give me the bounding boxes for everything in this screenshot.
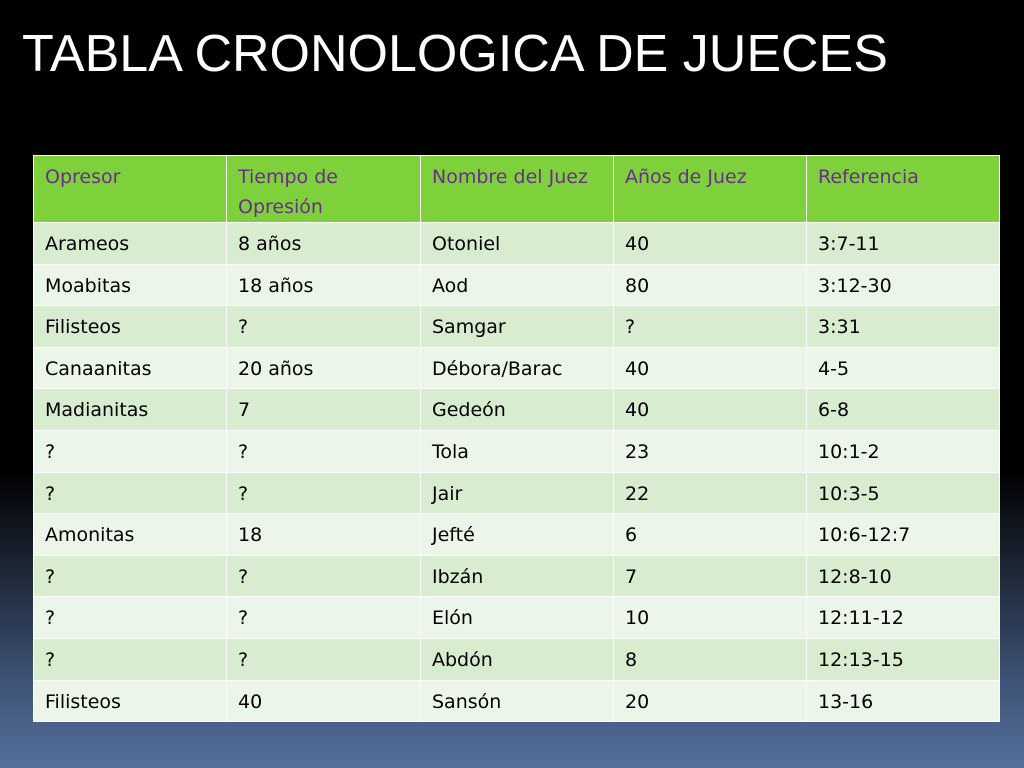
anos-cell: 7 — [613, 554, 807, 598]
anos-cell: 40 — [613, 222, 807, 265]
table-row: Arameos 8 años Otoniel 40 3:7-11 — [33, 222, 1000, 265]
table-row: ?? Ibzán 7 12:8-10 — [33, 554, 1000, 598]
juez-cell: Jair — [420, 471, 614, 515]
table-body: Arameos 8 años Otoniel 40 3:7-11 Moabitas 18 a… — [33, 222, 1000, 723]
opresor-cell: Filisteos — [33, 679, 227, 723]
referencia-cell: 12:13-15 — [806, 637, 1000, 681]
opresor-cell: Madianitas — [33, 388, 227, 431]
referencia-cell: 10:1-2 — [806, 429, 1000, 473]
table-row: ?? Elón 10 12:11-12 — [33, 596, 1000, 639]
table-row: Canaanitas 20 años Débora/Barac 40 4-5 — [33, 346, 1000, 390]
opresor-cell: Moabitas — [33, 263, 227, 307]
opresor-cell: Amonitas — [33, 513, 227, 556]
header-tiempo-de-opresion: Tiempo de Opresión — [226, 155, 421, 223]
anos-cell: 40 — [613, 346, 807, 390]
table-row: Filisteos 40 Sansón 20 13-16 — [33, 679, 1000, 723]
juez-cell: Abdón — [420, 637, 614, 681]
referencia-cell: 6-8 — [806, 388, 1000, 431]
tiempo-cell: 20 años — [226, 346, 421, 390]
table-row: Moabitas 18 años Aod 80 3:12-30 — [33, 263, 1000, 307]
referencia-cell: 4-5 — [806, 346, 1000, 390]
referencia-cell: 10:6-12:7 — [806, 513, 1000, 556]
opresor-cell: ? — [33, 596, 227, 639]
tiempo-cell: 18 — [226, 513, 421, 556]
judges-table: Opresor Tiempo de Opresión Nombre del Ju… — [33, 155, 1000, 723]
tiempo-cell: 7 — [226, 388, 421, 431]
referencia-cell: 10:3-5 — [806, 471, 1000, 515]
juez-cell: Tola — [420, 429, 614, 473]
juez-cell: Samgar — [420, 305, 614, 348]
opresor-cell: ? — [33, 637, 227, 681]
referencia-cell: 3:31 — [806, 305, 1000, 348]
tiempo-cell: ? — [226, 471, 421, 515]
header-anos-de-juez: Años de Juez — [613, 155, 807, 223]
tiempo-cell: ? — [226, 554, 421, 598]
tiempo-cell: ? — [226, 596, 421, 639]
anos-cell: 23 — [613, 429, 807, 473]
slide-title: TABLA CRONOLOGICA DE JUECES — [22, 25, 888, 83]
anos-cell: 22 — [613, 471, 807, 515]
referencia-cell: 13-16 — [806, 679, 1000, 723]
anos-cell: 40 — [613, 388, 807, 431]
header-row: Opresor Tiempo de Opresión Nombre del Ju… — [33, 155, 1000, 223]
anos-cell: 6 — [613, 513, 807, 556]
opresor-cell: Canaanitas — [33, 346, 227, 390]
juez-cell: Otoniel — [420, 222, 614, 265]
anos-cell: 20 — [613, 679, 807, 723]
tiempo-cell: ? — [226, 637, 421, 681]
anos-cell: 10 — [613, 596, 807, 639]
header-referencia: Referencia — [806, 155, 1000, 223]
table-header: Opresor Tiempo de Opresión Nombre del Ju… — [33, 155, 1000, 223]
header-opresor: Opresor — [33, 155, 227, 223]
opresor-cell: ? — [33, 554, 227, 598]
header-nombre-del-juez: Nombre del Juez — [420, 155, 614, 223]
table-row: ?? Jair 22 10:3-5 — [33, 471, 1000, 515]
table-row: Amonitas 18 Jefté 6 10:6-12:7 — [33, 513, 1000, 556]
juez-cell: Aod — [420, 263, 614, 307]
opresor-cell: Filisteos — [33, 305, 227, 348]
anos-cell: ? — [613, 305, 807, 348]
table-row: ?? Abdón 8 12:13-15 — [33, 637, 1000, 681]
opresor-cell: Arameos — [33, 222, 227, 265]
table-row: Madianitas 7 Gedeón 40 6-8 — [33, 388, 1000, 431]
juez-cell: Elón — [420, 596, 614, 639]
tiempo-cell: ? — [226, 305, 421, 348]
opresor-cell: ? — [33, 471, 227, 515]
table-row: Filisteos? Samgar? 3:31 — [33, 305, 1000, 348]
opresor-cell: ? — [33, 429, 227, 473]
tiempo-cell: 8 años — [226, 222, 421, 265]
referencia-cell: 3:12-30 — [806, 263, 1000, 307]
anos-cell: 8 — [613, 637, 807, 681]
juez-cell: Débora/Barac — [420, 346, 614, 390]
table-row: ?? Tola 23 10:1-2 — [33, 429, 1000, 473]
tiempo-cell: 18 años — [226, 263, 421, 307]
anos-cell: 80 — [613, 263, 807, 307]
tiempo-cell: ? — [226, 429, 421, 473]
referencia-cell: 12:8-10 — [806, 554, 1000, 598]
juez-cell: Sansón — [420, 679, 614, 723]
judges-table-container: Opresor Tiempo de Opresión Nombre del Ju… — [33, 155, 1000, 723]
juez-cell: Jefté — [420, 513, 614, 556]
referencia-cell: 3:7-11 — [806, 222, 1000, 265]
juez-cell: Ibzán — [420, 554, 614, 598]
tiempo-cell: 40 — [226, 679, 421, 723]
referencia-cell: 12:11-12 — [806, 596, 1000, 639]
juez-cell: Gedeón — [420, 388, 614, 431]
